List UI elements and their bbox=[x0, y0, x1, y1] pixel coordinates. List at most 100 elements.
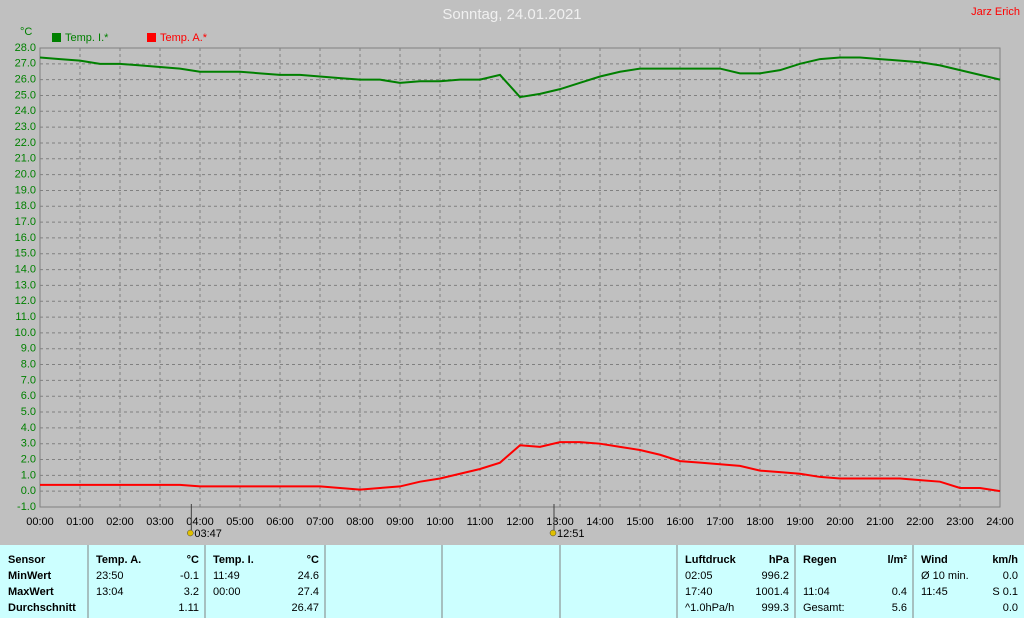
marker-icon bbox=[549, 529, 557, 537]
series-line bbox=[40, 441, 1001, 493]
marker-label: 03:47 bbox=[194, 528, 222, 540]
y-tick-label: 22.0 bbox=[15, 137, 36, 149]
legend-swatch bbox=[147, 33, 156, 42]
y-tick-label: 18.0 bbox=[15, 200, 36, 212]
y-tick-label: 17.0 bbox=[15, 216, 36, 228]
y-tick-label: -1.0 bbox=[17, 501, 36, 513]
y-tick-label: 12.0 bbox=[15, 295, 36, 307]
cell-time: Gesamt: bbox=[803, 602, 845, 614]
y-tick-label: 6.0 bbox=[21, 390, 36, 402]
y-tick-label: 13.0 bbox=[15, 279, 36, 291]
x-tick-label: 12:00 bbox=[506, 516, 534, 528]
cell-value: 999.3 bbox=[761, 602, 789, 614]
author: Jarz Erich bbox=[971, 6, 1020, 18]
marker-icon bbox=[187, 529, 194, 537]
y-tick-label: 15.0 bbox=[15, 248, 36, 260]
x-tick-label: 10:00 bbox=[426, 516, 454, 528]
cell-value: S 0.1 bbox=[992, 586, 1018, 598]
legend-label: Temp. A.* bbox=[160, 32, 208, 44]
y-tick-label: 7.0 bbox=[21, 374, 36, 386]
cell-value: 27.4 bbox=[298, 586, 319, 598]
y-tick-label: 0.0 bbox=[21, 485, 36, 497]
row-label: Sensor bbox=[8, 554, 46, 566]
legend-label: Temp. I.* bbox=[65, 32, 109, 44]
column-unit: hPa bbox=[769, 554, 790, 566]
x-tick-label: 19:00 bbox=[786, 516, 814, 528]
marker-label: 12:51 bbox=[557, 528, 585, 540]
column-unit: l/m² bbox=[887, 554, 907, 566]
row-label: MinWert bbox=[8, 570, 52, 582]
y-tick-label: 2.0 bbox=[21, 453, 36, 465]
y-tick-label: 21.0 bbox=[15, 153, 36, 165]
x-tick-label: 24:00 bbox=[986, 516, 1014, 528]
cell-value: 996.2 bbox=[761, 570, 789, 582]
cell-value: 0.0 bbox=[1003, 602, 1018, 614]
x-tick-label: 06:00 bbox=[266, 516, 294, 528]
x-tick-label: 01:00 bbox=[66, 516, 94, 528]
x-tick-label: 07:00 bbox=[306, 516, 334, 528]
x-tick-label: 09:00 bbox=[386, 516, 414, 528]
y-tick-label: 25.0 bbox=[15, 89, 36, 101]
column-header: Luftdruck bbox=[685, 554, 737, 566]
x-tick-label: 00:00 bbox=[26, 516, 54, 528]
column-unit: °C bbox=[187, 554, 199, 566]
cell-time: Ø 10 min. bbox=[921, 570, 969, 582]
y-tick-label: 26.0 bbox=[15, 74, 36, 86]
x-tick-label: 23:00 bbox=[946, 516, 974, 528]
y-tick-label: 11.0 bbox=[15, 311, 36, 323]
cell-time: 23:50 bbox=[96, 570, 124, 582]
cell-time: 00:00 bbox=[213, 586, 241, 598]
cell-value: 1.11 bbox=[178, 602, 199, 614]
column-header: Wind bbox=[921, 554, 948, 566]
y-tick-label: 5.0 bbox=[21, 406, 36, 418]
y-tick-label: 9.0 bbox=[21, 343, 36, 355]
y-tick-label: 8.0 bbox=[21, 358, 36, 370]
x-tick-label: 02:00 bbox=[106, 516, 134, 528]
x-tick-label: 14:00 bbox=[586, 516, 614, 528]
x-tick-label: 15:00 bbox=[626, 516, 654, 528]
column-header: Temp. A. bbox=[96, 554, 141, 566]
cell-value: 0.4 bbox=[892, 586, 907, 598]
y-tick-label: 28.0 bbox=[15, 42, 36, 54]
cell-time: 17:40 bbox=[685, 586, 713, 598]
cell-value: 26.47 bbox=[291, 602, 319, 614]
cell-value: -0.1 bbox=[180, 570, 199, 582]
cell-time: 11:49 bbox=[213, 570, 240, 582]
series-line bbox=[39, 56, 1001, 99]
y-tick-label: 10.0 bbox=[15, 327, 36, 339]
cell-value: 24.6 bbox=[298, 570, 319, 582]
x-tick-label: 08:00 bbox=[346, 516, 374, 528]
table-background bbox=[0, 545, 1024, 618]
chart-title: Sonntag, 24.01.2021 bbox=[442, 6, 581, 23]
y-tick-label: 4.0 bbox=[21, 422, 36, 434]
x-tick-label: 03:00 bbox=[146, 516, 174, 528]
x-tick-label: 21:00 bbox=[866, 516, 894, 528]
column-header: Temp. I. bbox=[213, 554, 254, 566]
x-tick-label: 04:00 bbox=[186, 516, 214, 528]
row-label: Durchschnitt bbox=[8, 602, 76, 614]
cell-time: 02:05 bbox=[685, 570, 713, 582]
y-tick-label: 27.0 bbox=[15, 58, 36, 70]
cell-time: 11:04 bbox=[803, 586, 830, 598]
y-tick-label: 19.0 bbox=[15, 184, 36, 196]
y-tick-label: 3.0 bbox=[21, 438, 36, 450]
x-tick-label: 05:00 bbox=[226, 516, 254, 528]
x-tick-label: 22:00 bbox=[906, 516, 934, 528]
cell-time: ^1.0hPa/h bbox=[685, 602, 734, 614]
x-tick-label: 17:00 bbox=[706, 516, 734, 528]
x-tick-label: 20:00 bbox=[826, 516, 854, 528]
cell-value: 1001.4 bbox=[755, 586, 789, 598]
cell-value: 3.2 bbox=[184, 586, 199, 598]
legend-swatch bbox=[52, 33, 61, 42]
column-unit: °C bbox=[307, 554, 319, 566]
cell-time: 11:45 bbox=[921, 586, 948, 598]
x-tick-label: 16:00 bbox=[666, 516, 694, 528]
column-header: Regen bbox=[803, 554, 837, 566]
y-tick-label: 16.0 bbox=[15, 232, 36, 244]
x-tick-label: 18:00 bbox=[746, 516, 774, 528]
y-unit: °C bbox=[20, 26, 32, 38]
x-tick-label: 13:00 bbox=[546, 516, 574, 528]
